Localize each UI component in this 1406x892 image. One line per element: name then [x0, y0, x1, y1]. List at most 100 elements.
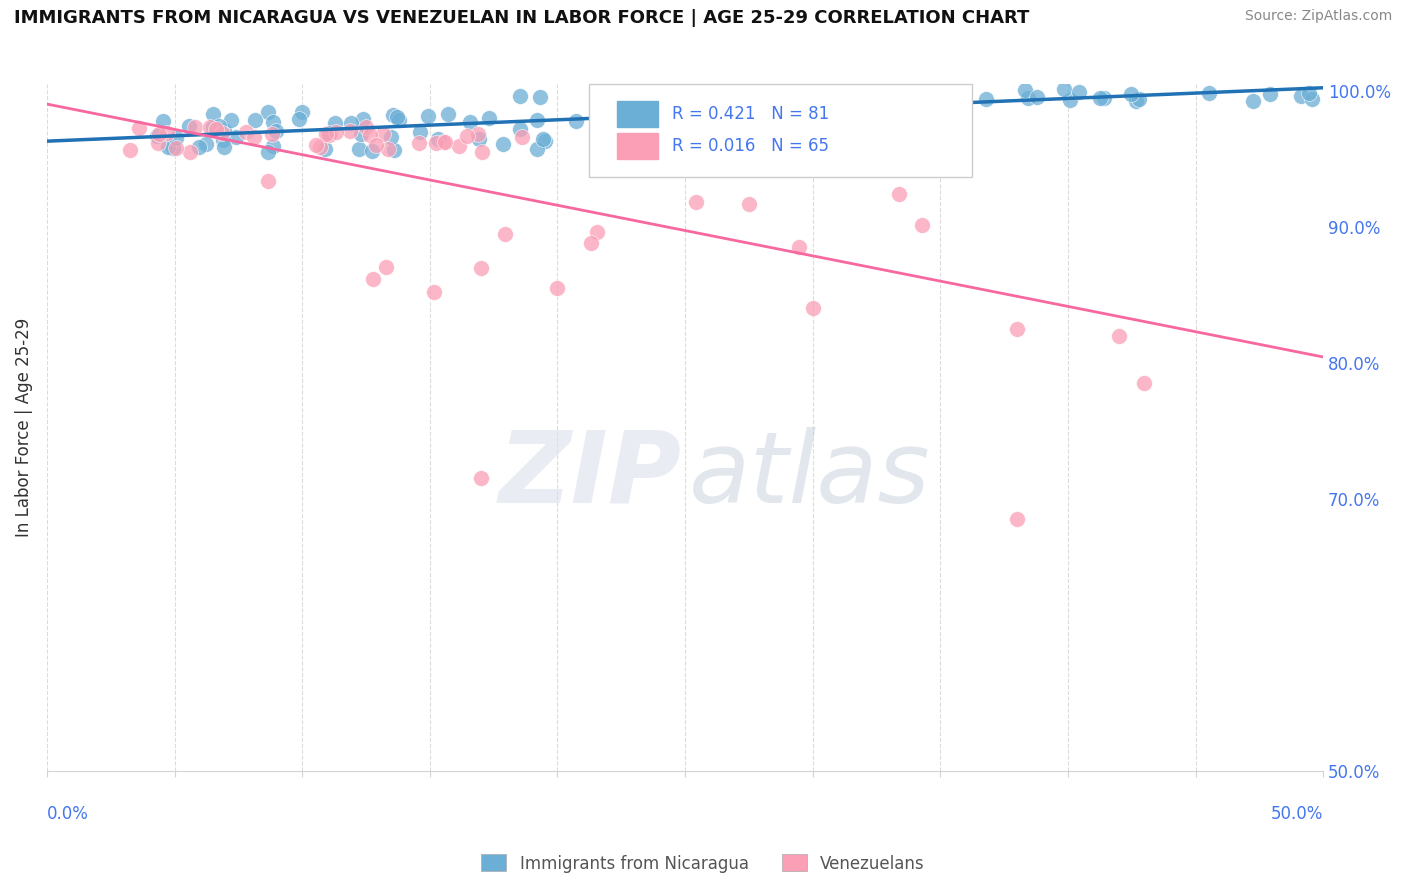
Immigrants from Nicaragua	[932, 88, 955, 103]
Immigrants from Nicaragua	[382, 108, 405, 122]
Venezuelans	[787, 240, 810, 254]
Immigrants from Nicaragua	[531, 132, 554, 146]
Venezuelans	[449, 138, 471, 153]
Immigrants from Nicaragua	[323, 116, 346, 130]
Immigrants from Nicaragua	[1053, 82, 1076, 96]
Immigrants from Nicaragua	[418, 109, 440, 123]
Immigrants from Nicaragua	[1298, 86, 1320, 100]
Immigrants from Nicaragua	[716, 90, 738, 104]
Immigrants from Nicaragua	[1088, 91, 1111, 105]
Immigrants from Nicaragua	[262, 115, 284, 129]
Venezuelans	[148, 127, 170, 141]
Immigrants from Nicaragua	[201, 107, 224, 121]
Venezuelans	[433, 135, 456, 149]
Text: R = 0.016   N = 65: R = 0.016 N = 65	[672, 137, 830, 155]
Immigrants from Nicaragua	[194, 136, 217, 151]
Immigrants from Nicaragua	[385, 110, 408, 124]
Text: 0.0%: 0.0%	[46, 805, 89, 823]
Immigrants from Nicaragua	[318, 126, 340, 140]
Venezuelans	[467, 127, 489, 141]
Immigrants from Nicaragua	[219, 113, 242, 128]
Immigrants from Nicaragua	[340, 116, 363, 130]
Immigrants from Nicaragua	[427, 131, 450, 145]
Venezuelans	[377, 142, 399, 156]
Immigrants from Nicaragua	[212, 133, 235, 147]
Immigrants from Nicaragua	[361, 144, 384, 158]
Venezuelans	[425, 136, 447, 150]
Venezuelans	[354, 120, 377, 135]
Immigrants from Nicaragua	[177, 119, 200, 133]
Venezuelans	[156, 126, 179, 140]
Venezuelans	[1005, 322, 1028, 336]
Immigrants from Nicaragua	[492, 136, 515, 151]
Immigrants from Nicaragua	[347, 142, 370, 156]
Venezuelans	[179, 145, 201, 159]
Immigrants from Nicaragua	[823, 101, 845, 115]
Venezuelans	[184, 120, 207, 135]
Immigrants from Nicaragua	[257, 104, 280, 119]
Venezuelans	[637, 149, 659, 163]
Immigrants from Nicaragua	[1198, 87, 1220, 101]
Immigrants from Nicaragua	[509, 122, 531, 136]
Immigrants from Nicaragua	[603, 112, 626, 126]
Venezuelans	[586, 225, 609, 239]
Immigrants from Nicaragua	[1092, 91, 1115, 105]
Immigrants from Nicaragua	[408, 125, 430, 139]
Text: atlas: atlas	[689, 427, 931, 524]
Venezuelans	[360, 128, 382, 143]
Immigrants from Nicaragua	[350, 128, 373, 142]
Text: R = 0.421   N = 81: R = 0.421 N = 81	[672, 105, 830, 123]
Immigrants from Nicaragua	[257, 145, 280, 159]
Immigrants from Nicaragua	[889, 93, 911, 107]
Venezuelans	[897, 126, 920, 140]
Immigrants from Nicaragua	[1301, 92, 1323, 106]
Venezuelans	[257, 174, 280, 188]
Venezuelans	[318, 128, 340, 142]
Venezuelans	[432, 136, 454, 150]
Venezuelans	[494, 227, 516, 242]
Venezuelans	[456, 129, 478, 144]
Venezuelans	[371, 128, 394, 142]
Immigrants from Nicaragua	[262, 139, 284, 153]
Immigrants from Nicaragua	[291, 105, 314, 120]
Immigrants from Nicaragua	[974, 92, 997, 106]
Immigrants from Nicaragua	[595, 92, 617, 106]
Venezuelans	[308, 140, 330, 154]
Immigrants from Nicaragua	[201, 120, 224, 135]
Text: 50.0%: 50.0%	[1271, 805, 1323, 823]
Immigrants from Nicaragua	[384, 143, 406, 157]
Venezuelans	[423, 285, 446, 300]
Bar	[617, 133, 658, 160]
Immigrants from Nicaragua	[314, 142, 336, 156]
Venezuelans	[339, 123, 361, 137]
Immigrants from Nicaragua	[380, 130, 402, 145]
Venezuelans	[470, 471, 492, 485]
Immigrants from Nicaragua	[1017, 91, 1039, 105]
Immigrants from Nicaragua	[526, 113, 548, 128]
Immigrants from Nicaragua	[152, 113, 174, 128]
Immigrants from Nicaragua	[243, 113, 266, 128]
Venezuelans	[1108, 328, 1130, 343]
Text: Source: ZipAtlas.com: Source: ZipAtlas.com	[1244, 9, 1392, 23]
Venezuelans	[510, 130, 533, 145]
Immigrants from Nicaragua	[287, 112, 309, 126]
Immigrants from Nicaragua	[478, 111, 501, 125]
Immigrants from Nicaragua	[162, 141, 184, 155]
Immigrants from Nicaragua	[187, 140, 209, 154]
Venezuelans	[325, 125, 347, 139]
Immigrants from Nicaragua	[1243, 94, 1265, 108]
Immigrants from Nicaragua	[1291, 88, 1313, 103]
Venezuelans	[146, 136, 169, 150]
Legend: Immigrants from Nicaragua, Venezuelans: Immigrants from Nicaragua, Venezuelans	[474, 847, 932, 880]
Venezuelans	[675, 148, 697, 162]
Venezuelans	[198, 120, 221, 135]
Immigrants from Nicaragua	[673, 89, 696, 103]
Immigrants from Nicaragua	[458, 115, 481, 129]
Immigrants from Nicaragua	[207, 120, 229, 134]
Immigrants from Nicaragua	[1025, 90, 1047, 104]
Venezuelans	[889, 187, 911, 202]
Venezuelans	[235, 125, 257, 139]
Y-axis label: In Labor Force | Age 25-29: In Labor Force | Age 25-29	[15, 318, 32, 537]
Immigrants from Nicaragua	[1119, 87, 1142, 101]
Bar	[617, 101, 658, 128]
